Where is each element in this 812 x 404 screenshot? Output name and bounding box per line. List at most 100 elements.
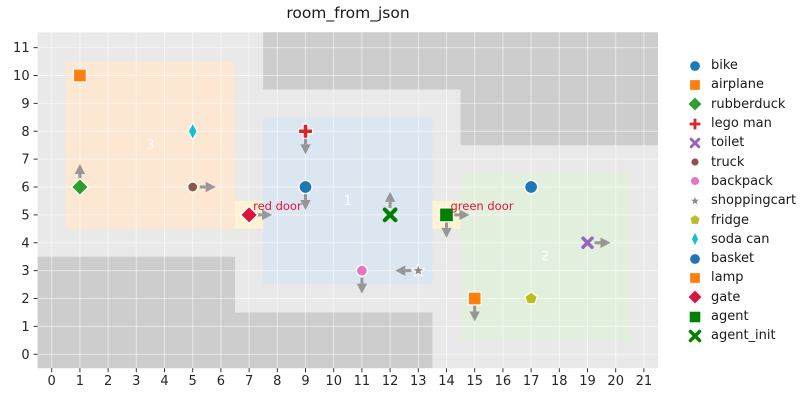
legend-label: basket	[711, 251, 755, 267]
heading-arrow-right	[453, 209, 470, 221]
room-region-3	[65, 61, 235, 229]
x-tick-label: 20	[607, 374, 624, 389]
heading-arrow-right	[199, 181, 216, 193]
y-tick-label: 3	[21, 264, 29, 279]
y-tick-label: 10	[13, 69, 30, 84]
marker-lego-man	[297, 123, 314, 139]
legend-marker-square-icon	[688, 309, 702, 324]
y-tick-label: 8	[21, 125, 29, 140]
heading-arrow-right	[594, 237, 611, 248]
legend-marker-x-icon	[688, 329, 702, 343]
x-tick-label: 19	[579, 374, 596, 389]
x-tick-label: 21	[636, 374, 653, 389]
legend-item-backpack: backpack	[686, 172, 796, 191]
marker-basket	[523, 179, 539, 195]
x-tick-label: 16	[495, 374, 512, 389]
marker-toilet	[581, 236, 594, 249]
legend-marker-circle-icon	[688, 252, 702, 265]
x-tick-label: 0	[48, 374, 56, 389]
legend-label: rubberduck	[711, 96, 786, 112]
x-tick-label: 1	[76, 374, 84, 389]
x-tick-label: 9	[301, 374, 309, 389]
y-tick-label: 6	[21, 181, 29, 196]
heading-arrow-down	[300, 138, 311, 155]
legend-item-bike: bike	[686, 56, 796, 75]
legend-item-lamp: lamp	[686, 268, 796, 287]
marker-truck	[187, 181, 199, 193]
x-tick-label: 7	[245, 374, 253, 389]
x-tick-label: 8	[273, 374, 281, 389]
x-tick-label: 6	[217, 374, 225, 389]
legend-label: agent_init	[711, 328, 776, 344]
y-tick-label: 2	[21, 292, 29, 307]
legend-label: fridge	[711, 212, 750, 228]
legend-item-rubberduck: rubberduck	[686, 95, 796, 114]
legend-item-basket: basket	[686, 249, 796, 268]
room-label-2: 2	[541, 250, 549, 265]
y-tick-label: 7	[21, 153, 29, 168]
legend-label: agent	[711, 309, 749, 324]
marker-soda-can	[187, 121, 198, 142]
heading-arrow-left	[395, 265, 412, 276]
room-region-1	[263, 117, 433, 285]
legend-marker-circle-icon	[690, 157, 700, 168]
legend-item-gate: gate	[686, 288, 796, 307]
heading-arrow-down	[356, 277, 368, 294]
legend-item-agent_init: agent_init	[686, 326, 796, 345]
x-tick-label: 5	[189, 374, 197, 389]
legend-item-airplane: airplane	[686, 75, 796, 94]
legend-label: gate	[711, 289, 741, 305]
x-tick-label: 15	[466, 374, 483, 389]
legend-marker-diamond-icon	[686, 95, 704, 113]
marker-airplane	[72, 68, 88, 83]
y-tick-label: 9	[21, 97, 29, 112]
marker-backpack	[355, 264, 369, 277]
legend-label: airplane	[711, 77, 764, 93]
legend-label: truck	[711, 154, 745, 170]
marker-bike	[298, 179, 313, 195]
y-tick-label: 11	[13, 41, 30, 56]
legend: bike airplane rubberduck lego man toilet truc…	[686, 56, 796, 345]
y-tick-label: 0	[21, 348, 29, 363]
legend-label: toilet	[711, 135, 745, 151]
x-tick-label: 18	[551, 374, 568, 389]
legend-marker-x-icon	[689, 137, 701, 149]
legend-marker-pentagon-icon	[688, 213, 702, 226]
legend-item-agent: agent	[686, 307, 796, 326]
x-tick-label: 2	[104, 374, 112, 389]
x-tick-label: 3	[132, 374, 140, 389]
marker-agent	[438, 207, 455, 223]
legend-label: soda can	[711, 231, 770, 247]
legend-label: lamp	[711, 270, 744, 286]
legend-marker-square-icon	[688, 78, 702, 92]
marker-rubberduck	[70, 177, 90, 197]
x-tick-label: 14	[438, 374, 455, 389]
legend-item-truck: truck	[686, 152, 796, 171]
legend-item-soda-can: soda can	[686, 230, 796, 249]
x-tick-label: 11	[354, 374, 371, 389]
heading-arrow-down	[300, 194, 311, 211]
legend-marker-circle-icon	[688, 59, 702, 72]
x-tick-label: 17	[523, 374, 540, 389]
x-tick-label: 13	[410, 374, 427, 389]
legend-marker-thin-diamond-icon	[690, 230, 700, 249]
heading-arrow-down	[441, 221, 452, 238]
door-label: red door	[253, 199, 302, 213]
heading-arrow-down	[469, 305, 480, 322]
wall-region	[263, 32, 658, 90]
y-tick-label: 4	[21, 236, 29, 251]
y-tick-label: 5	[21, 208, 29, 223]
x-tick-label: 12	[382, 374, 399, 389]
legend-label: shoppingcart	[711, 193, 797, 209]
legend-marker-circle-icon	[689, 176, 701, 187]
legend-marker-square-icon	[688, 271, 702, 285]
marker-gate	[239, 205, 259, 225]
legend-marker-plus-icon	[688, 117, 702, 131]
marker-agent_init	[382, 207, 398, 223]
legend-item-fridge: fridge	[686, 210, 796, 229]
legend-label: backpack	[711, 173, 773, 189]
room-region-2	[460, 173, 630, 341]
x-tick-label: 4	[160, 374, 168, 389]
x-tick-label: 10	[325, 374, 342, 389]
